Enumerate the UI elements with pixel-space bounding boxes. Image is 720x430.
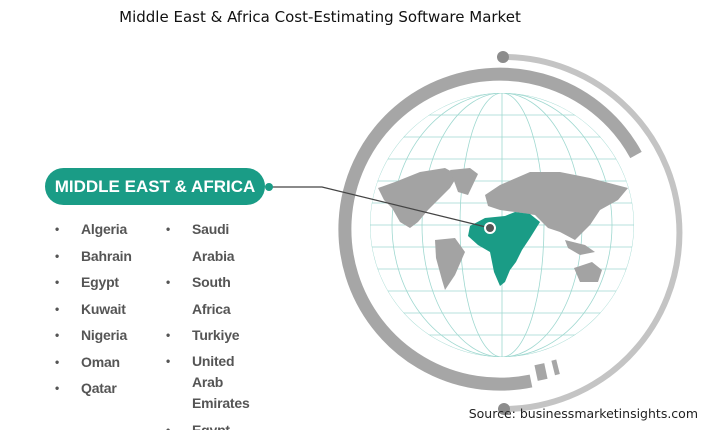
list-item: Bahrain (55, 243, 132, 270)
source-note: Source: businessmarketinsights.com (468, 406, 698, 421)
ring-block (551, 359, 560, 376)
outer-thin-arc (502, 53, 683, 412)
list-item: United Arab Emirates (166, 349, 266, 417)
list-item: Oman (55, 349, 132, 376)
country-list-col1: Algeria Bahrain Egypt Kuwait Nigeria Oma… (55, 216, 132, 402)
country-list-col2: Saudi Arabia South Africa Turkiye United… (166, 216, 266, 430)
region-label-badge: MIDDLE EAST & AFRICA (45, 168, 265, 205)
ring-block (534, 363, 548, 381)
page-title: Middle East & Africa Cost-Estimating Sof… (119, 8, 521, 26)
southeast-asia (565, 240, 595, 255)
location-marker (484, 222, 496, 234)
south-america (435, 238, 465, 290)
connector-line (270, 186, 491, 229)
list-item: Egypt (55, 269, 132, 296)
australia (574, 262, 602, 282)
arc-end-dot-bottom (498, 403, 510, 415)
greenland (450, 168, 478, 195)
eurasia (485, 172, 628, 240)
list-item: Turkiye (166, 322, 266, 349)
list-item: Nigeria (55, 322, 132, 349)
list-item: Egypt (166, 417, 266, 430)
north-america (378, 168, 458, 228)
list-item: Qatar (55, 375, 132, 402)
list-item: Saudi Arabia (166, 216, 266, 269)
arc-end-dot-top (497, 51, 509, 63)
middle-east-africa-highlight (468, 212, 540, 286)
list-item: Kuwait (55, 296, 132, 323)
world-map (378, 168, 628, 290)
list-item: South Africa (166, 269, 266, 322)
connector-dot (265, 183, 273, 191)
list-item: Algeria (55, 216, 132, 243)
thick-ring-arc (338, 67, 642, 391)
